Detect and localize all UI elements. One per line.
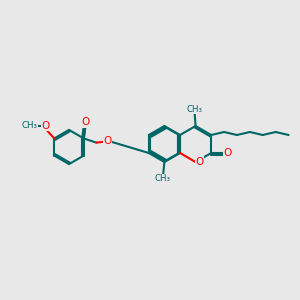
Text: CH₃: CH₃ <box>155 174 171 183</box>
Text: CH₃: CH₃ <box>187 105 203 114</box>
Text: O: O <box>41 121 49 131</box>
Text: O: O <box>104 136 112 146</box>
Text: CH₃: CH₃ <box>22 121 38 130</box>
Text: O: O <box>195 157 203 167</box>
Text: O: O <box>223 148 232 158</box>
Text: O: O <box>82 117 90 127</box>
